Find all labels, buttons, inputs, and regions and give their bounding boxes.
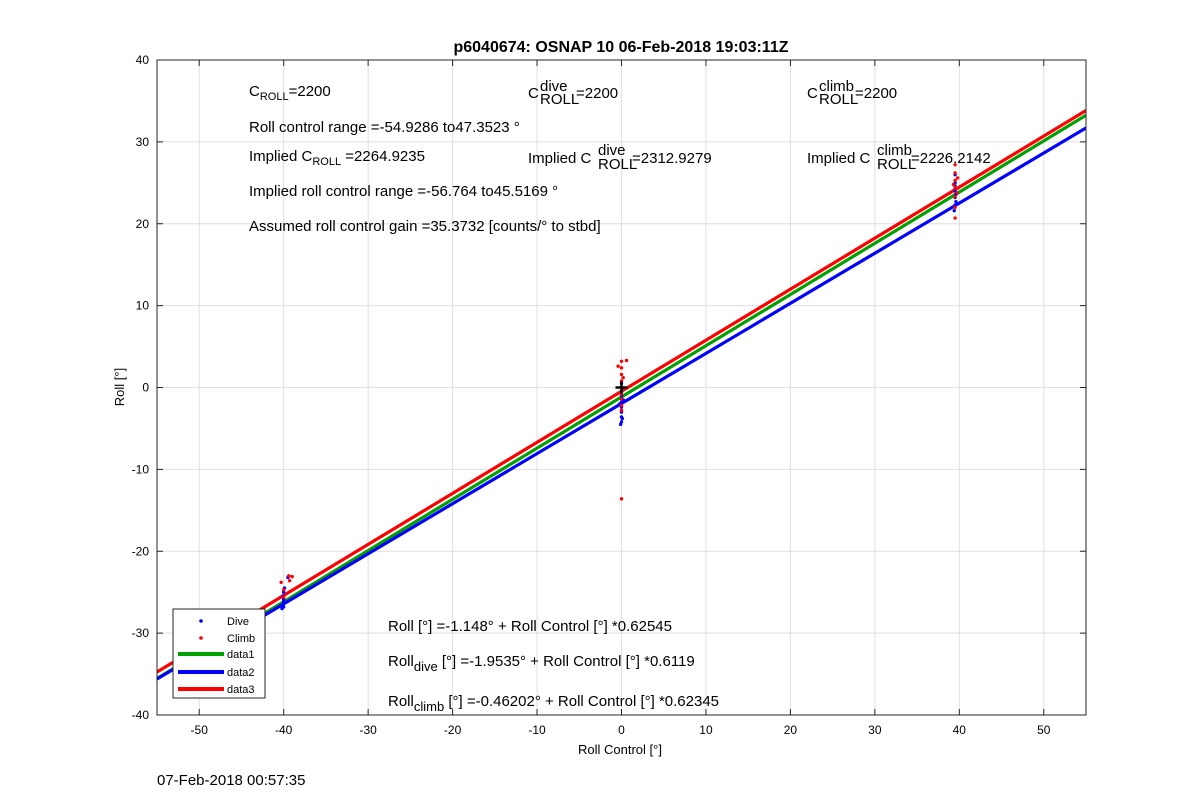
climb-point — [953, 195, 957, 199]
y-tick-label: -40 — [132, 708, 150, 722]
dive-point — [281, 601, 286, 605]
climb-point — [290, 574, 294, 579]
series-layer — [157, 109, 1086, 681]
c-roll-climb-sup: climb — [819, 78, 854, 95]
y-tick-label: -20 — [132, 544, 150, 558]
dive-point — [952, 208, 956, 213]
dive-point — [620, 416, 625, 421]
legend: Dive Climb data1 data2 data3 — [172, 608, 266, 699]
implied-c-roll-climb-prefix: Implied C — [807, 150, 871, 167]
x-tick-label: -10 — [528, 723, 546, 737]
x-tick-label: 0 — [618, 723, 625, 737]
chart-title: p6040674: OSNAP 10 06-Feb-2018 19:03:11Z — [453, 39, 788, 56]
x-tick-label: 40 — [953, 723, 967, 737]
dive-point — [954, 199, 958, 204]
x-tick-label: -40 — [275, 723, 293, 737]
dive-point — [618, 422, 623, 427]
climb-point — [953, 171, 957, 175]
dive-point — [280, 606, 284, 611]
c-roll-dive-sub: ROLL — [540, 91, 579, 108]
legend-climb-label: Climb — [227, 633, 255, 645]
climb-point — [616, 364, 620, 368]
climb-point — [619, 403, 624, 408]
assumed-gain: Assumed roll control gain =35.3732 [coun… — [249, 218, 601, 235]
footer-timestamp: 07-Feb-2018 00:57:35 — [157, 772, 306, 789]
c-roll-dive-value: =2200 — [576, 85, 618, 102]
fit-climb-equation: Rollclimb [°] =-0.46202° + Roll Control … — [388, 693, 719, 714]
x-tick-label: 50 — [1037, 723, 1051, 737]
climb-point — [953, 186, 957, 190]
climb-point — [953, 205, 957, 210]
c-roll-annotation: CROLL=2200 — [249, 83, 331, 103]
implied-roll-range: Implied roll control range =-56.764 to45… — [249, 183, 558, 200]
fit-dive-equation: Rolldive [°] =-1.9535° + Roll Control [°… — [388, 653, 695, 674]
y-tick-label: 30 — [136, 135, 150, 149]
dive-point — [281, 598, 286, 603]
implied-c-roll-climb-value: =2226.2142 — [911, 150, 991, 167]
implied-c-roll-dive: Implied C dive ROLL =2312.9279 — [528, 142, 712, 173]
legend-dive-label: Dive — [227, 616, 249, 628]
climb-point — [621, 375, 625, 380]
legend-data2-label: data2 — [227, 667, 255, 679]
climb-point — [619, 408, 624, 413]
c-roll-climb-value: =2200 — [855, 85, 897, 102]
climb-point — [287, 574, 291, 578]
climb-point — [619, 366, 624, 370]
climb-point — [955, 190, 959, 195]
y-tick-label: -10 — [132, 462, 150, 476]
climb-point — [619, 397, 624, 401]
y-tick-label: -30 — [132, 626, 150, 640]
implied-c-roll-dive-sub: ROLL — [598, 156, 637, 173]
climb-point — [279, 580, 283, 585]
c-roll-climb-annotation: C climb ROLL =2200 — [807, 78, 897, 108]
x-axis-label: Roll Control [°] — [578, 742, 662, 757]
implied-c-roll-climb: Implied C climb ROLL =2226.2142 — [807, 142, 991, 173]
c-roll-dive-annotation: C dive ROLL =2200 — [528, 78, 618, 108]
y-tick-label: 0 — [142, 381, 149, 395]
climb-point — [287, 579, 292, 583]
climb-point — [281, 595, 286, 599]
c-roll-climb-sub: ROLL — [819, 91, 858, 108]
legend-data1-label: data1 — [227, 649, 255, 661]
x-tick-label: 10 — [699, 723, 713, 737]
climb-point — [624, 358, 629, 363]
climb-point — [619, 372, 624, 377]
implied-c-roll-dive-prefix: Implied C — [528, 150, 592, 167]
c-roll-climb-main: C — [807, 85, 818, 102]
climb-point — [953, 216, 957, 220]
c-roll-dive-main: C — [528, 85, 539, 102]
x-tick-label: -50 — [191, 723, 209, 737]
implied-c-roll: Implied CROLL =2264.9235 — [249, 148, 425, 168]
climb-point — [953, 163, 957, 167]
x-tick-label: -20 — [444, 723, 462, 737]
climb-point — [955, 176, 960, 180]
climb-point — [951, 182, 956, 187]
implied-c-roll-climb-sup: climb — [877, 142, 912, 159]
legend-data3-label: data3 — [227, 684, 255, 696]
implied-c-roll-dive-sup: dive — [598, 142, 626, 159]
y-tick-label: 20 — [136, 217, 150, 231]
legend-dive-marker — [199, 619, 203, 623]
x-tick-label: 30 — [868, 723, 882, 737]
dive-point — [281, 590, 286, 594]
y-tick-label: 40 — [136, 53, 150, 67]
c-roll-dive-sup: dive — [540, 78, 568, 95]
y-axis-label: Roll [°] — [112, 368, 127, 406]
roll-control-range: Roll control range =-54.9286 to47.3523 ° — [249, 119, 520, 136]
climb-point — [619, 359, 624, 363]
fit-all-equation: Roll [°] =-1.148° + Roll Control [°] *0.… — [388, 618, 672, 635]
climb-point — [281, 588, 286, 592]
climb-point — [953, 178, 957, 183]
x-tick-label: 20 — [784, 723, 798, 737]
climb-point — [619, 497, 624, 501]
x-tick-label: -30 — [359, 723, 377, 737]
axis-ticks: -50 -40 -30 -20 -10 0 10 20 30 40 50 -40 -30 -20 -10 0 1… — [132, 53, 1086, 737]
implied-c-roll-climb-sub: ROLL — [877, 156, 916, 173]
implied-c-roll-dive-value: =2312.9279 — [632, 150, 712, 167]
y-tick-label: 10 — [136, 299, 150, 313]
dive-point — [953, 203, 957, 207]
legend-climb-marker — [199, 636, 203, 640]
